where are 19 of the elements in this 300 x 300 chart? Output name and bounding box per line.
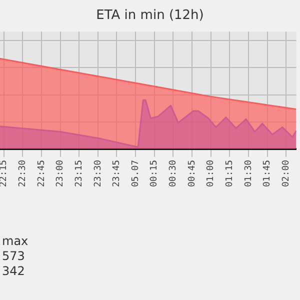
text: 573 [2,249,25,264]
x-tick-label: 23:15 [74,160,84,187]
x-tick-label: 01:30 [244,160,254,187]
x-tick-label: 00:45 [187,160,198,187]
chart-title: ETA in min (12h) [96,8,204,24]
x-tick-label: 22:45 [36,160,47,187]
text: max [2,234,28,248]
x-tick-label: 22:30 [18,160,28,187]
x-tick-label: 00:15 [150,160,160,187]
x-tick-label: 23:45 [112,160,122,187]
x-tick-label: 01:00 [206,160,216,187]
x-tick-label: 00:30 [168,160,179,187]
x-tick-label: 01:15 [225,160,236,187]
text: 342 [2,264,25,278]
x-tick-label: 01:45 [262,160,273,187]
x-tick-label: 05.07 [130,160,141,187]
x-tick-label: 02:00 [282,160,292,187]
x-tick-label: 23:30 [93,160,104,187]
x-tick-label: 23:00 [56,160,66,187]
